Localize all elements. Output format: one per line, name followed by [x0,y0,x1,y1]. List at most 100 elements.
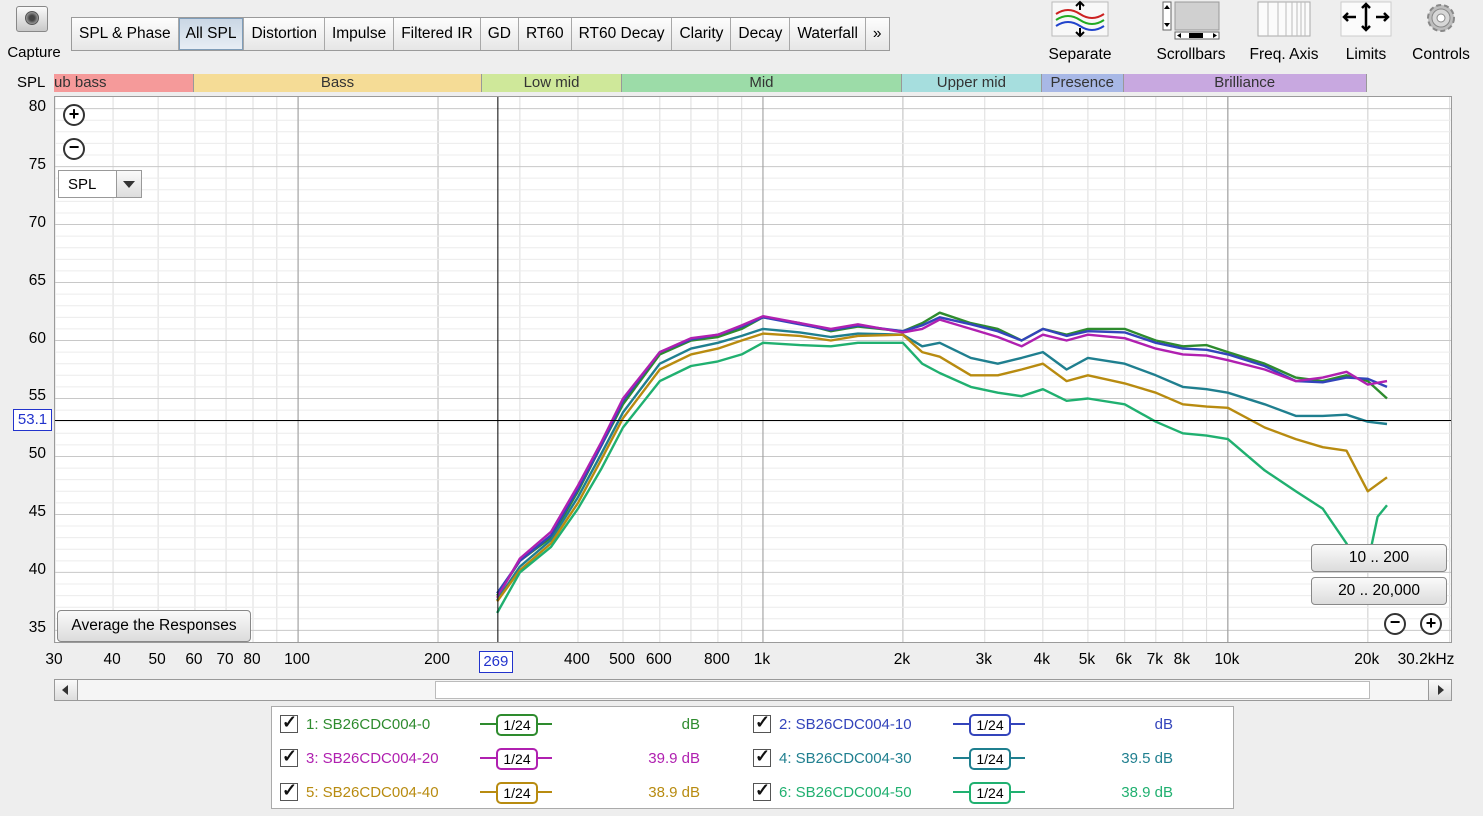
series-line-4 [496,327,1388,601]
tab-spl-phase[interactable]: SPL & Phase [72,18,179,50]
smoothing-label: 1/24 [496,782,538,804]
y-axis-label: SPL [17,74,46,91]
limits-button[interactable]: Limits [1336,0,1396,63]
y-tick-label: 75 [28,155,46,173]
separate-button[interactable]: Separate [1044,0,1116,63]
spl-graph [55,97,1451,642]
scrollbars-button[interactable]: Scrollbars [1151,0,1231,63]
measurement-checkbox[interactable] [753,780,771,801]
measurement-checkbox[interactable] [753,746,771,767]
chevron-down-icon[interactable] [116,171,141,197]
y-tick-label: 35 [28,619,46,637]
measurement-name: 1: SB26CDC004-0 [306,716,431,733]
band-sub-bass: Sub bass [54,74,194,92]
x-tick-label: 7k [1146,651,1164,668]
y-tick-label: 45 [28,503,46,521]
y-tick-label: 70 [28,213,46,231]
cursor-freq-readout: 269 [478,651,513,673]
series-line-6 [496,341,1388,614]
measurement-offset-value: 39.9 dB [648,750,700,767]
x-tick-label: 20k [1354,651,1380,668]
tab-more-icon[interactable]: » [872,25,882,42]
tab-clarity[interactable]: Clarity [672,18,732,50]
band-presence: Presence [1041,74,1124,92]
series-line-3 [496,314,1388,599]
scroll-left-icon[interactable] [55,680,78,700]
tab-all-spl[interactable]: All SPL [178,18,245,50]
y-tick-label: 55 [28,387,46,405]
controls-button[interactable]: Controls [1406,0,1476,63]
smoothing-selector[interactable]: 1/24 [480,780,552,804]
y-tick-label: 60 [28,329,46,347]
tab-impulse[interactable]: Impulse [325,18,395,50]
spl-plot-area[interactable] [54,96,1452,643]
y-tick-label: 40 [28,561,46,579]
smoothing-selector[interactable]: 1/24 [953,712,1025,736]
x-tick-label: 60 [185,651,203,668]
zoom-out-x-button[interactable]: − [1384,613,1406,635]
x-tick-label: 80 [243,651,261,668]
y-tick-label: 80 [28,97,46,115]
tab-filtered-ir[interactable]: Filtered IR [394,18,481,50]
smoothing-selector[interactable]: 1/24 [953,780,1025,804]
average-responses-button[interactable]: Average the Responses [57,610,251,642]
graph-tab-bar: SPL & Phase All SPL Distortion Impulse Filte… [71,17,890,51]
measurement-checkbox[interactable] [280,712,298,733]
limits-label: Limits [1345,46,1387,63]
tab-decay[interactable]: Decay [731,18,791,50]
separate-label: Separate [1048,46,1112,63]
smoothing-selector[interactable]: 1/24 [480,712,552,736]
x-tick-label: 100 [284,651,311,668]
measurement-checkbox[interactable] [753,712,771,733]
x-tick-label: 10k [1214,651,1240,668]
band-mid: Mid [622,74,902,92]
controls-label: Controls [1412,46,1470,63]
tab-rt60-decay[interactable]: RT60 Decay [572,18,673,50]
series-line-1 [496,311,1388,597]
measurement-offset-value: 38.9 dB [1121,784,1173,801]
zoom-in-x-button[interactable]: + [1420,613,1442,635]
measurement-checkbox[interactable] [280,780,298,801]
spl-type-select[interactable]: SPL [58,170,142,198]
x-tick-label: 6k [1115,651,1132,668]
freq-axis-label: Freq. Axis [1249,46,1319,63]
x-tick-label: 600 [645,651,672,668]
smoothing-selector[interactable]: 1/24 [953,746,1025,770]
x-tick-label: 3k [975,651,992,668]
range-10-200-button[interactable]: 10 .. 200 [1311,544,1447,572]
range-20-20000-button[interactable]: 20 .. 20,000 [1311,577,1447,605]
measurement-offset-value: dB [681,716,700,733]
y-tick-label: 65 [28,271,46,289]
x-tick-label: 200 [424,651,450,668]
tab-rt60[interactable]: RT60 [519,18,572,50]
capture-button[interactable]: Capture [2,2,62,64]
smoothing-label: 1/24 [969,782,1011,804]
limits-arrows-icon [1336,0,1396,40]
band-low-mid: Low mid [482,74,622,92]
zoom-out-y-button[interactable]: − [63,138,85,160]
measurement-offset-value: 38.9 dB [648,784,700,801]
y-tick-label: 50 [28,445,46,463]
tab-waterfall[interactable]: Waterfall [790,18,866,50]
tab-gd[interactable]: GD [481,18,519,50]
x-tick-label: 50 [148,651,166,668]
x-tick-label: 500 [609,651,635,668]
measurement-name: 4: SB26CDC004-30 [779,750,912,767]
smoothing-label: 1/24 [496,714,538,736]
horizontal-scrollbar[interactable] [54,679,1452,701]
x-tick-label: 70 [216,651,234,668]
smoothing-label: 1/24 [969,714,1011,736]
x-tick-label: 8k [1173,651,1190,668]
freq-axis-button[interactable]: Freq. Axis [1243,0,1325,63]
x-tick-label: 800 [703,651,730,668]
x-tick-label: 30 [45,651,63,668]
series-line-5 [496,332,1388,603]
zoom-in-y-button[interactable]: + [63,104,85,126]
smoothing-selector[interactable]: 1/24 [480,746,552,770]
scrollbar-thumb[interactable] [435,681,1370,699]
scroll-right-icon[interactable] [1428,680,1451,700]
smoothing-label: 1/24 [496,748,538,770]
measurement-checkbox[interactable] [280,746,298,767]
tab-distortion[interactable]: Distortion [244,18,325,50]
